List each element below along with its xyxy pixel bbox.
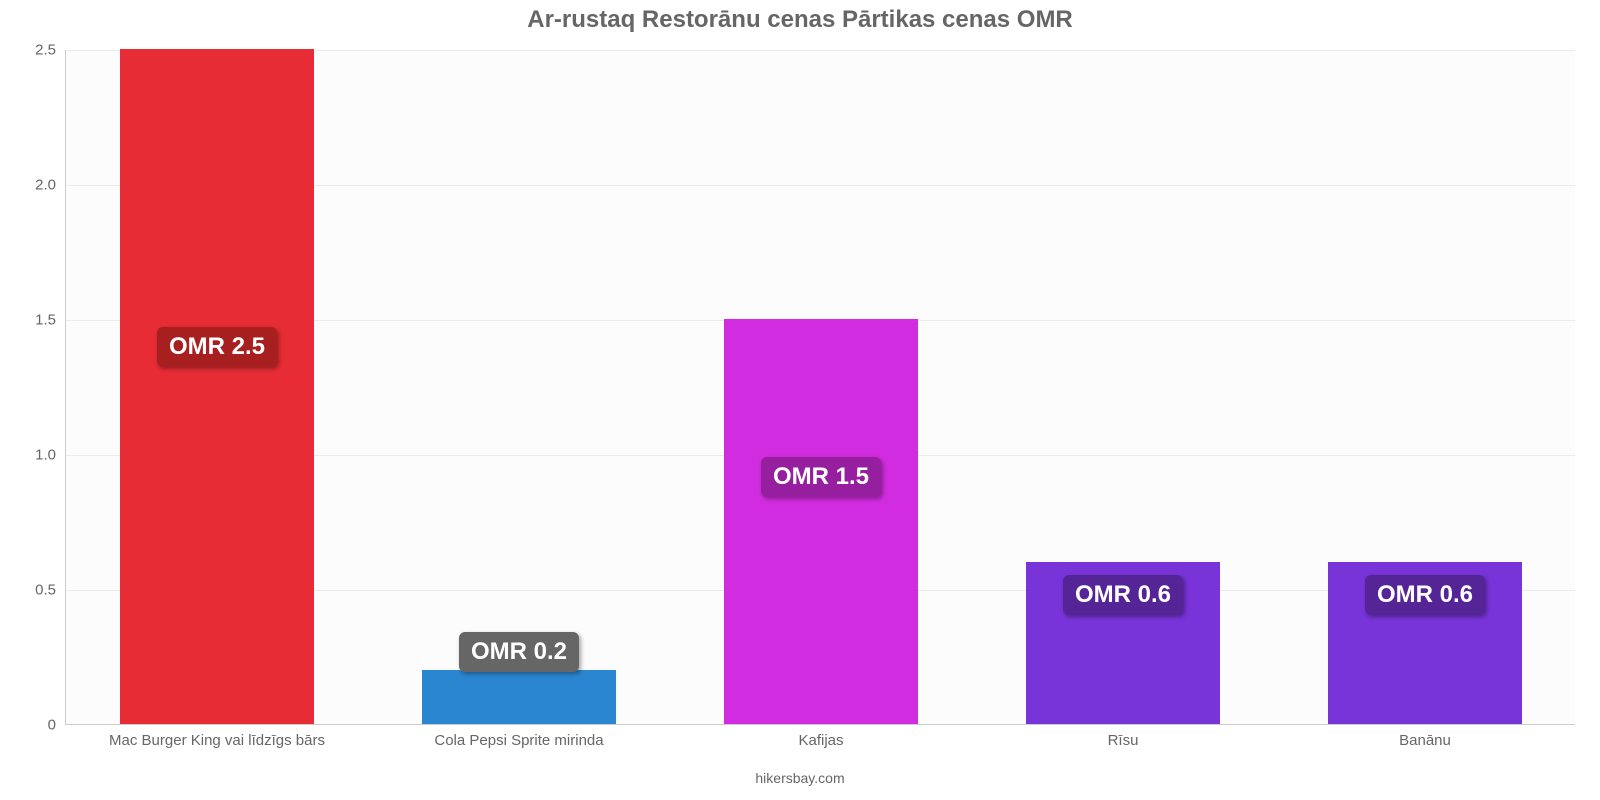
x-tick-label: Rīsu (1108, 724, 1139, 749)
price-bar-chart: Ar-rustaq Restorānu cenas Pārtikas cenas… (0, 0, 1600, 800)
x-tick-label: Cola Pepsi Sprite mirinda (434, 724, 603, 749)
y-tick-label: 0.5 (35, 582, 66, 599)
value-badge: OMR 0.6 (1063, 575, 1183, 615)
x-tick-label: Kafijas (798, 724, 843, 749)
bar (422, 670, 615, 724)
value-badge: OMR 0.6 (1365, 575, 1485, 615)
chart-credit: hikersbay.com (0, 770, 1600, 786)
y-tick-label: 2.5 (35, 42, 66, 59)
y-tick-label: 2.0 (35, 177, 66, 194)
value-badge: OMR 2.5 (157, 327, 277, 367)
value-badge: OMR 1.5 (761, 457, 881, 497)
x-tick-label: Mac Burger King vai līdzīgs bārs (109, 724, 325, 749)
plot-area: 00.51.01.52.02.5Mac Burger King vai līdz… (65, 50, 1575, 725)
chart-title: Ar-rustaq Restorānu cenas Pārtikas cenas… (0, 6, 1600, 34)
y-tick-label: 0 (48, 717, 66, 734)
bar (120, 49, 313, 724)
bar (724, 319, 917, 724)
y-tick-label: 1.5 (35, 312, 66, 329)
y-tick-label: 1.0 (35, 447, 66, 464)
x-tick-label: Banānu (1399, 724, 1451, 749)
value-badge: OMR 0.2 (459, 632, 579, 672)
